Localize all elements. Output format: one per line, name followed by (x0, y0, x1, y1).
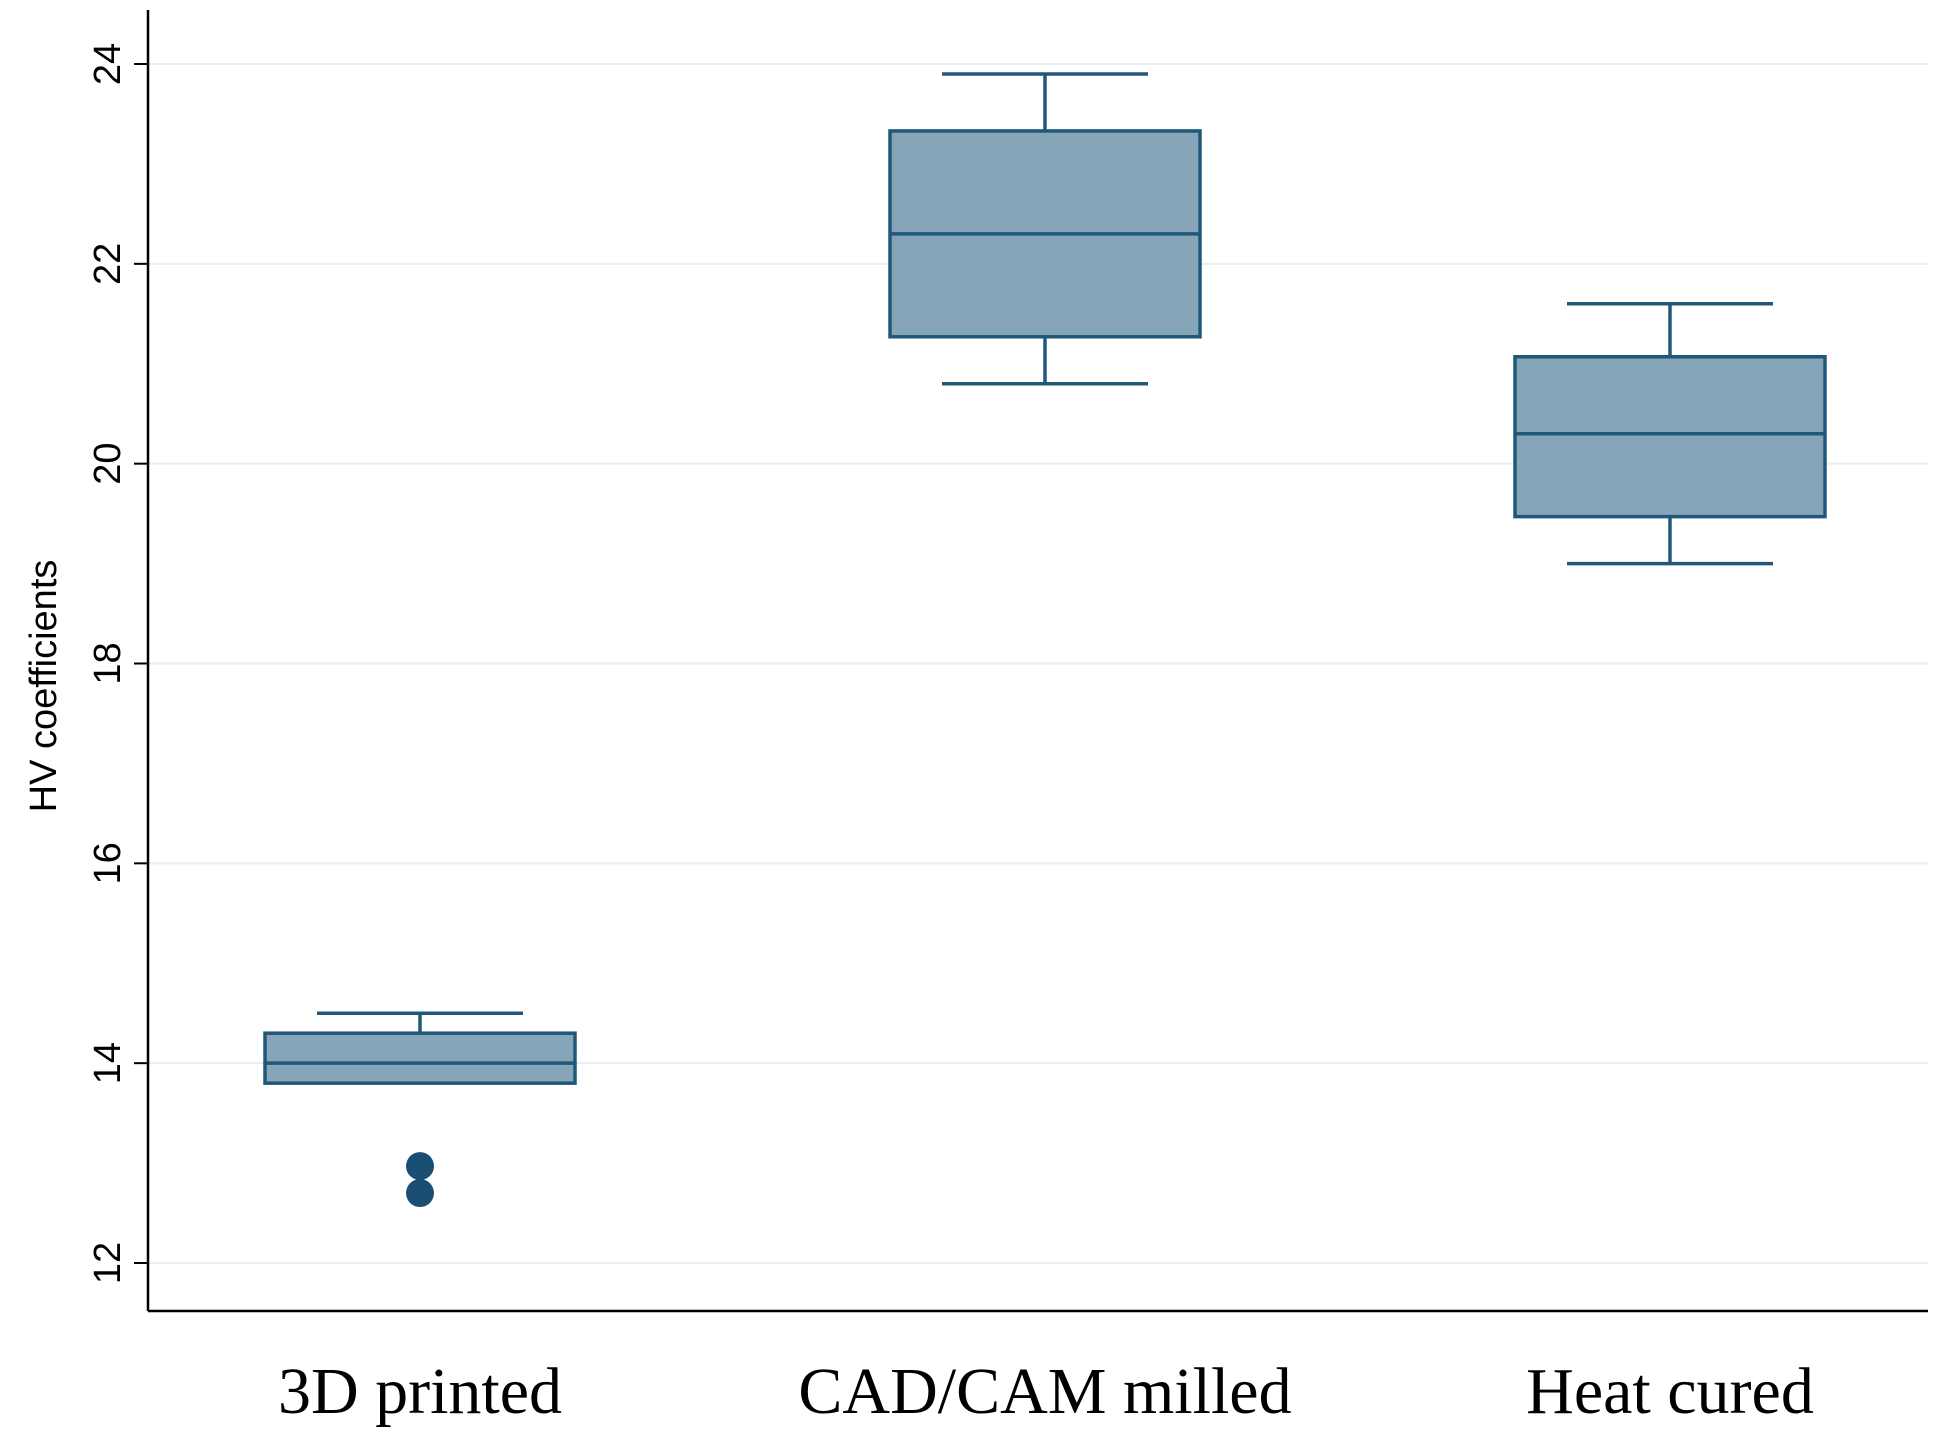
y-tick-label: 14 (87, 1042, 129, 1084)
x-tick-label: 3D printed (278, 1355, 562, 1428)
iqr-box (1513, 355, 1827, 519)
box-group (263, 1011, 577, 1208)
y-tick-label: 22 (87, 243, 129, 285)
y-tick-label: 16 (87, 842, 129, 884)
iqr-box (263, 1031, 577, 1085)
y-axis-title: HV coefficients (23, 560, 65, 813)
x-tick-labels: 3D printed CAD/CAM milled Heat cured (278, 1355, 1814, 1428)
axes (146, 10, 1928, 1313)
x-tick-label: CAD/CAM milled (798, 1355, 1291, 1428)
boxes (263, 72, 1827, 1208)
y-tick-label: 20 (87, 443, 129, 485)
box-group (1513, 302, 1827, 566)
x-tick-label: Heat cured (1526, 1355, 1814, 1428)
y-tick-label: 24 (87, 43, 129, 85)
outlier-point (406, 1152, 434, 1181)
box-group (888, 72, 1202, 386)
y-tick-label: 18 (87, 642, 129, 684)
outlier-point (406, 1179, 434, 1208)
y-tick-label: 12 (87, 1242, 129, 1284)
y-ticks: 12 14 16 18 20 22 24 (87, 43, 148, 1284)
